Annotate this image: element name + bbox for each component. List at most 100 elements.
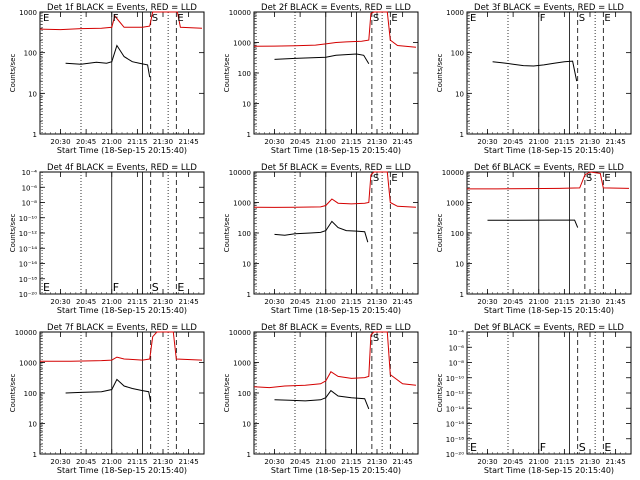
x-tick-label: 20:45 bbox=[290, 458, 310, 466]
event-marker-label: S bbox=[152, 281, 159, 294]
events-series-line bbox=[65, 378, 152, 403]
y-tick-label: 10⁻¹⁴ bbox=[19, 245, 37, 253]
event-marker-label: E bbox=[604, 173, 610, 184]
x-tick-label: 20:30 bbox=[477, 138, 497, 146]
x-axis-title: Start Time (18-Sep-15 20:15:40) bbox=[484, 306, 614, 315]
events-series-line bbox=[492, 60, 578, 82]
chart-panel-9: Det 9f BLACK = Events, RED = LLD 10⁻²⁰ 10⁻… bbox=[436, 323, 632, 475]
x-tick-label: 21:15 bbox=[554, 138, 574, 146]
y-axis-title: Counts/sec bbox=[436, 214, 444, 253]
x-tick-label: 21:15 bbox=[341, 298, 361, 306]
event-marker-label: E bbox=[470, 441, 477, 454]
event-marker-label: E bbox=[604, 441, 611, 454]
x-tick-label: 21:45 bbox=[606, 458, 626, 466]
y-tick-label: 10⁻¹⁴ bbox=[446, 405, 464, 413]
chart-title: Det 2f BLACK = Events, RED = LLD bbox=[261, 3, 411, 13]
x-tick-label: 21:30 bbox=[153, 138, 173, 146]
x-tick-label: 21:45 bbox=[179, 138, 199, 146]
x-tick-label: 21:30 bbox=[580, 298, 600, 306]
x-tick-label: 21:30 bbox=[153, 298, 173, 306]
y-tick-label: 10⁻¹⁰ bbox=[446, 375, 464, 383]
y-tick-label: 10⁻¹⁸ bbox=[19, 276, 37, 284]
event-marker-label: S bbox=[586, 173, 592, 184]
event-marker-label: E bbox=[43, 281, 50, 294]
y-tick-label: 10 bbox=[242, 261, 251, 269]
x-tick-label: 21:15 bbox=[341, 138, 361, 146]
event-marker-label: F bbox=[113, 281, 119, 294]
y-axis-title: Counts/sec bbox=[9, 54, 17, 93]
y-tick-label: 100 bbox=[451, 230, 464, 238]
x-tick-label: 20:30 bbox=[264, 298, 284, 306]
x-tick-label: 21:30 bbox=[580, 458, 600, 466]
y-tick-label: 100 bbox=[238, 390, 251, 398]
x-axis-title: Start Time (18-Sep-15 20:15:40) bbox=[57, 306, 187, 315]
x-tick-label: 21:30 bbox=[367, 298, 387, 306]
y-tick-label: 1 bbox=[33, 131, 37, 139]
y-tick-label: 1 bbox=[247, 291, 251, 299]
x-tick-label: 20:30 bbox=[477, 298, 497, 306]
x-tick-label: 20:45 bbox=[76, 298, 96, 306]
lld-series-line bbox=[39, 11, 203, 31]
y-tick-label: 10⁻¹⁶ bbox=[446, 421, 464, 429]
plot-frame bbox=[39, 331, 205, 455]
x-tick-label: 21:00 bbox=[316, 298, 336, 306]
x-tick-label: 21:45 bbox=[393, 298, 413, 306]
chart-panel-8: Det 8f BLACK = Events, RED = LLD 1 10 100 10… bbox=[223, 323, 419, 475]
y-tick-label: 10 bbox=[455, 90, 464, 98]
y-axis-title: Counts/sec bbox=[9, 214, 17, 253]
y-tick-label: 1 bbox=[33, 451, 37, 459]
x-axis-title: Start Time (18-Sep-15 20:15:40) bbox=[57, 466, 187, 475]
y-tick-label: 1 bbox=[247, 131, 251, 139]
chart-panel-3: Det 3f BLACK = Events, RED = LLD 1 10 100 10… bbox=[436, 3, 632, 155]
lld-series-line bbox=[253, 11, 417, 48]
y-tick-label: 100 bbox=[238, 230, 251, 238]
event-marker-label: E bbox=[470, 13, 476, 24]
y-tick-label: 10⁻⁴ bbox=[449, 329, 465, 337]
event-marker-label: S bbox=[373, 333, 379, 344]
y-axis-title: Counts/sec bbox=[223, 374, 231, 413]
events-series-line bbox=[274, 53, 370, 65]
y-tick-label: 1000 bbox=[19, 360, 37, 368]
x-axis-title: Start Time (18-Sep-15 20:15:40) bbox=[271, 146, 401, 155]
plot-frame bbox=[39, 11, 205, 135]
y-tick-label: 1 bbox=[460, 291, 464, 299]
event-marker-label: F bbox=[540, 13, 546, 24]
y-tick-label: 10 bbox=[28, 421, 37, 429]
x-tick-label: 21:00 bbox=[529, 298, 549, 306]
lld-series-line bbox=[40, 331, 203, 362]
x-tick-label: 20:30 bbox=[50, 458, 70, 466]
chart-title: Det 6f BLACK = Events, RED = LLD bbox=[474, 163, 624, 173]
y-axis-title: Counts/sec bbox=[436, 374, 444, 413]
x-tick-label: 20:45 bbox=[76, 458, 96, 466]
y-tick-label: 10⁻⁴ bbox=[22, 169, 38, 177]
x-tick-label: 21:00 bbox=[529, 138, 549, 146]
event-marker-label: S bbox=[373, 173, 379, 184]
y-tick-label: 100 bbox=[24, 390, 37, 398]
event-marker-label: S bbox=[579, 13, 585, 24]
y-axis-title: Counts/sec bbox=[436, 54, 444, 93]
x-tick-label: 20:45 bbox=[290, 138, 310, 146]
chart-title: Det 3f BLACK = Events, RED = LLD bbox=[474, 3, 624, 13]
chart-title: Det 5f BLACK = Events, RED = LLD bbox=[261, 163, 411, 173]
chart-title: Det 9f BLACK = Events, RED = LLD bbox=[474, 323, 624, 333]
x-axis-title: Start Time (18-Sep-15 20:15:40) bbox=[484, 146, 614, 155]
x-tick-label: 20:45 bbox=[503, 138, 523, 146]
y-tick-label: 1000 bbox=[19, 9, 37, 17]
plot-frame bbox=[253, 11, 419, 135]
chart-panel-1: Det 1f BLACK = Events, RED = LLD 1 10 100 10… bbox=[9, 3, 205, 155]
lld-series-line bbox=[253, 171, 417, 208]
x-tick-label: 21:30 bbox=[367, 138, 387, 146]
y-tick-label: 10⁻¹² bbox=[19, 230, 37, 238]
chart-title: Det 1f BLACK = Events, RED = LLD bbox=[47, 3, 197, 13]
x-tick-label: 20:30 bbox=[477, 458, 497, 466]
y-tick-label: 10⁻⁶ bbox=[22, 184, 38, 192]
y-tick-label: 10⁻¹⁶ bbox=[19, 261, 37, 269]
x-tick-label: 21:45 bbox=[606, 138, 626, 146]
x-tick-label: 21:45 bbox=[606, 298, 626, 306]
y-tick-label: 1000 bbox=[233, 360, 251, 368]
chart-title: Det 4f BLACK = Events, RED = LLD bbox=[47, 163, 197, 173]
plot-frame bbox=[253, 331, 419, 455]
y-tick-label: 10⁻¹⁸ bbox=[446, 436, 464, 444]
y-tick-label: 1000 bbox=[233, 200, 251, 208]
x-tick-label: 21:00 bbox=[102, 298, 122, 306]
